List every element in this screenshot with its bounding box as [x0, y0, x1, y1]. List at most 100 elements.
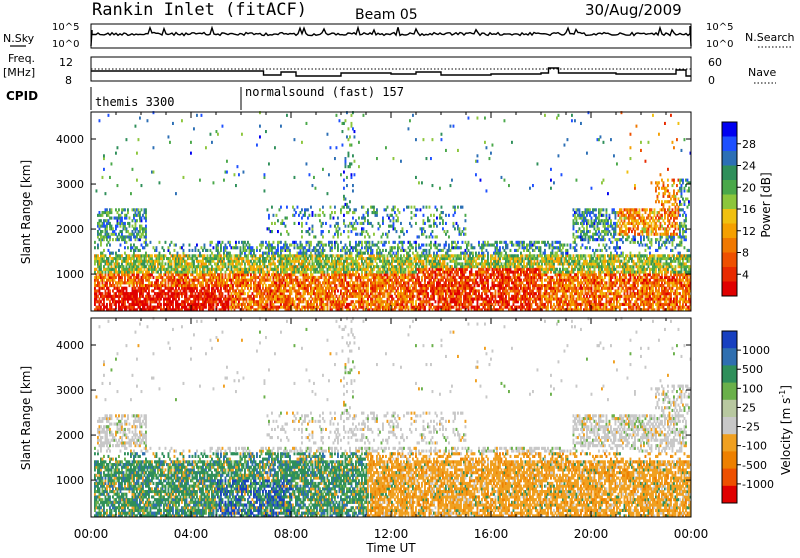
power-cell — [213, 246, 215, 249]
power-cell — [127, 208, 129, 211]
power-cell — [195, 254, 197, 257]
power-cell — [349, 249, 351, 252]
power-cell — [429, 252, 431, 255]
power-cell — [126, 241, 128, 244]
power-cell — [445, 222, 447, 225]
power-cell — [294, 300, 296, 303]
power-cell — [135, 125, 137, 128]
power-cell — [270, 287, 272, 290]
power-cell — [271, 244, 273, 247]
power-cell — [118, 287, 120, 290]
power-cell — [346, 203, 348, 206]
power-cell — [244, 262, 246, 265]
power-cell — [415, 303, 417, 306]
power-cell — [141, 268, 143, 271]
power-cell — [357, 249, 359, 252]
power-cell — [391, 262, 393, 265]
power-cell — [444, 260, 446, 263]
power-cell — [376, 211, 378, 214]
power-cell — [319, 208, 321, 211]
power-cell — [124, 225, 126, 228]
power-cell — [327, 262, 329, 265]
power-cell — [349, 208, 351, 211]
power-cell — [273, 279, 275, 282]
power-cell — [450, 303, 452, 306]
power-cell — [418, 181, 420, 184]
power-cell — [162, 281, 164, 284]
power-cell — [99, 289, 101, 292]
power-cell — [237, 265, 239, 268]
power-cell — [126, 289, 128, 292]
power-cell — [363, 265, 365, 268]
power-cell — [363, 262, 365, 265]
power-cell — [220, 287, 222, 290]
power-cell — [115, 152, 117, 155]
power-cell — [277, 249, 279, 252]
power-cell — [106, 306, 108, 309]
power-cell — [360, 265, 362, 268]
power-cell — [165, 273, 167, 276]
power-cell — [427, 287, 429, 290]
power-cell — [150, 276, 152, 279]
power-cell — [109, 289, 111, 292]
power-cell — [424, 273, 426, 276]
power-cell — [178, 298, 180, 301]
power-cell — [225, 271, 227, 274]
power-cell — [183, 257, 185, 260]
power-cell — [340, 271, 342, 274]
power-cell — [267, 268, 269, 271]
power-cell — [307, 287, 309, 290]
power-cell — [394, 211, 396, 214]
power-cell — [367, 219, 369, 222]
power-cell — [105, 289, 107, 292]
power-cell — [100, 268, 102, 271]
power-cell — [265, 130, 267, 133]
power-cell — [118, 268, 120, 271]
power-cell — [372, 292, 374, 295]
power-cell — [241, 133, 243, 136]
power-cell — [156, 268, 158, 271]
power-cell — [304, 262, 306, 265]
power-cell — [304, 281, 306, 284]
power-cell — [309, 249, 311, 252]
power-cell — [300, 298, 302, 301]
power-cell — [307, 279, 309, 282]
power-cell — [181, 295, 183, 298]
power-cell — [427, 257, 429, 260]
power-cell — [298, 214, 300, 217]
power-cell — [319, 257, 321, 260]
power-cell — [115, 208, 117, 211]
power-cell — [327, 300, 329, 303]
power-cell — [135, 287, 137, 290]
power-cell — [345, 279, 347, 282]
power-cell — [181, 119, 183, 122]
power-cell — [117, 219, 119, 222]
power-cell — [394, 292, 396, 295]
power-cell — [223, 179, 225, 182]
power-cell — [345, 225, 347, 228]
power-cell — [163, 265, 165, 268]
power-cell — [99, 222, 101, 225]
power-cell — [319, 214, 321, 217]
power-cell — [142, 279, 144, 282]
power-cell — [412, 279, 414, 282]
power-cell — [244, 292, 246, 295]
power-cell — [228, 300, 230, 303]
power-cell — [349, 135, 351, 138]
power-cell — [256, 262, 258, 265]
power-cell — [121, 230, 123, 233]
power-cell — [351, 252, 353, 255]
power-cell — [321, 241, 323, 244]
power-cell — [237, 165, 239, 168]
power-cell — [432, 138, 434, 141]
power-cell — [202, 284, 204, 287]
power-cell — [271, 222, 273, 225]
power-cell — [372, 241, 374, 244]
power-cell — [115, 276, 117, 279]
power-cell — [219, 252, 221, 255]
power-cell — [342, 144, 344, 147]
power-cell — [135, 222, 137, 225]
power-cell — [390, 292, 392, 295]
power-cell — [255, 273, 257, 276]
power-cell — [324, 284, 326, 287]
